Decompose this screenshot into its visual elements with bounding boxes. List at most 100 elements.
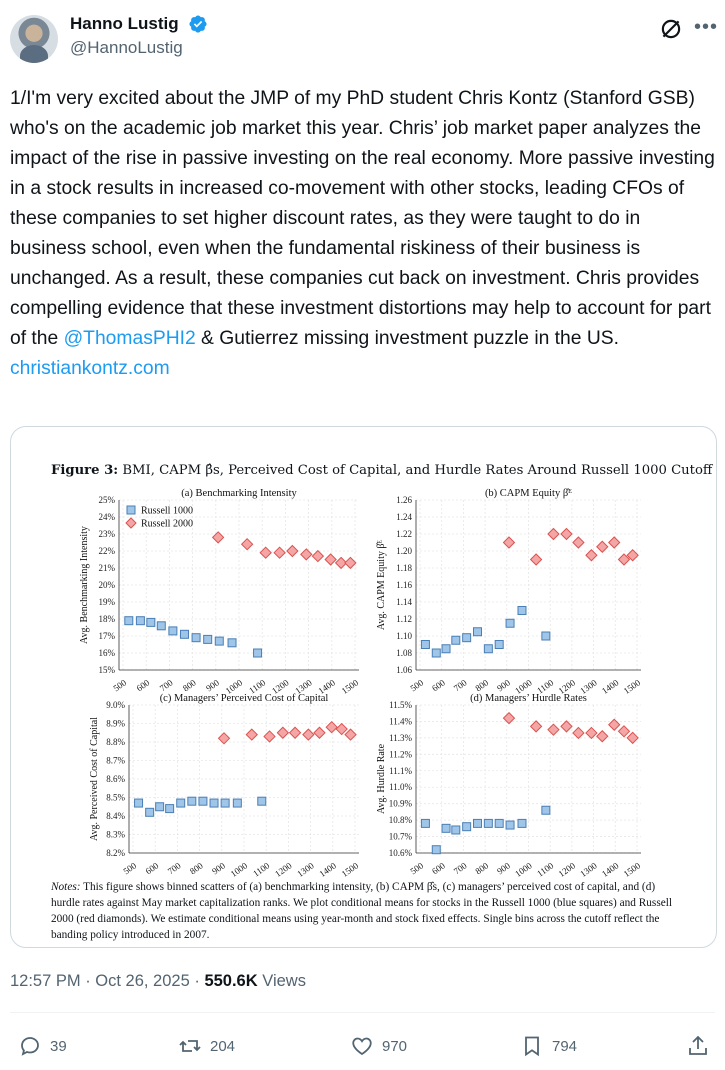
panel-4-point-russell-2000	[585, 726, 598, 740]
panel-1-ytick-label: 21%	[99, 563, 116, 573]
figure-title-text: BMI, CAPM β̂s, Perceived Cost of Capital…	[118, 463, 713, 478]
panel-4-point-russell-2000	[617, 725, 631, 738]
panel-2-ytick-label: 1.08	[396, 648, 412, 658]
panel-3-point-russell-2000	[276, 726, 290, 739]
panel-2-point-russell-2000	[572, 536, 585, 549]
panel-2-point-russell-2000	[502, 536, 516, 549]
panel-3-ytick-label: 8.9%	[106, 719, 125, 729]
panel-1-point-russell-1000	[146, 617, 156, 627]
panel-4-point-russell-2000	[608, 718, 621, 731]
panel-2-ytick-label: 1.20	[396, 546, 412, 556]
view-count: 550.6K	[204, 972, 258, 990]
panel-1-point-russell-2000	[259, 546, 272, 559]
share-icon	[689, 1035, 707, 1055]
panel-4-xtick-label: 1000	[513, 860, 534, 879]
tweet-text: 1/I'm very excited about the JMP of my P…	[10, 84, 715, 384]
panel-4-point-russell-1000	[451, 825, 461, 835]
panel-1-point-russell-1000	[135, 616, 145, 626]
panel-2-ytick-label: 1.22	[396, 529, 412, 539]
panel-4-point-russell-1000	[541, 805, 551, 815]
figure-title: Figure 3: BMI, CAPM β̂s, Perceived Cost …	[51, 463, 712, 478]
panel-3-xtick-label: 1100	[251, 860, 272, 879]
panel-2-xtick-label: 500	[408, 677, 425, 693]
panel-4-ytick-label: 11.0%	[389, 782, 412, 792]
panel-2-ytick-label: 1.06	[396, 665, 412, 675]
panel-1-point-russell-1000	[124, 616, 134, 626]
panel-4-point-russell-2000	[560, 720, 573, 733]
panel-4-xtick-label: 500	[408, 860, 425, 876]
panel-1-ytick-label: 23%	[99, 529, 116, 539]
reply-icon	[21, 1037, 39, 1056]
panel-3-xtick-label: 900	[210, 860, 227, 876]
panel-2-point-russell-2000	[560, 527, 573, 541]
panel-2-xtick-label: 800	[473, 677, 490, 693]
panel-2-point-russell-1000	[483, 644, 493, 654]
external-link[interactable]: christiankontz.com	[10, 358, 170, 379]
panel-1-xtick-label: 800	[181, 677, 198, 693]
panel-3-point-russell-2000	[302, 728, 315, 741]
tweet-paragraph: 1/I'm very excited about the JMP of my P…	[10, 88, 715, 349]
panel-4-xtick-label: 900	[495, 860, 512, 876]
panel-3-y-axis-label: Avg. Perceived Cost of Capital	[89, 717, 100, 841]
panel-1-point-russell-1000	[227, 638, 237, 648]
panel-3-point-russell-2000	[325, 720, 338, 734]
bookmark-icon	[525, 1036, 539, 1057]
image-card[interactable]: Figure 3: BMI, CAPM β̂s, Perceived Cost …	[10, 426, 717, 948]
panel-2-xtick-label: 900	[495, 677, 512, 693]
mention-link[interactable]: @ThomasPHI2	[63, 328, 196, 349]
panel-1-legend-marker-russell-2000	[125, 517, 137, 529]
panel-3-point-russell-2000	[263, 730, 276, 743]
panel-2-y-axis-label: Avg. CAPM Equity β̂ᴱ	[376, 540, 387, 631]
notes-label: Notes:	[51, 881, 81, 893]
reply-button[interactable]: 39	[18, 1030, 67, 1062]
panel-1-ytick-label: 18%	[99, 614, 116, 624]
action-bar: 39 204 970 794	[10, 1030, 715, 1062]
panel-4-y-axis-label: Avg. Hurdle Rate	[376, 743, 387, 814]
divider	[10, 1012, 715, 1013]
grok-icon[interactable]	[658, 16, 684, 42]
panel-2-point-russell-1000	[462, 633, 472, 643]
panel-1-legend-label-russell-2000: Russell 2000	[141, 519, 193, 530]
share-button[interactable]	[686, 1030, 710, 1062]
panel-2-ytick-label: 1.14	[396, 597, 412, 607]
timestamp[interactable]: 12:57 PM · Oct 26, 2025 ·	[10, 972, 205, 990]
avatar[interactable]	[10, 15, 58, 63]
panel-3-xtick-label: 1400	[317, 860, 338, 879]
panel-4-ytick-label: 11.4%	[389, 716, 412, 726]
panel-2-ytick-label: 1.26	[396, 495, 412, 505]
panel-2-point-russell-2000	[596, 540, 609, 553]
panel-3-ytick-label: 8.6%	[106, 774, 125, 784]
panel-4-point-russell-1000	[420, 818, 430, 828]
notes-text: This figure shows binned scatters of (a)…	[51, 881, 673, 941]
more-options-icon[interactable]: •••	[694, 16, 719, 38]
panel-3-ytick-label: 8.3%	[106, 830, 125, 840]
panel-4-point-russell-2000	[626, 731, 639, 745]
panel-4-ytick-label: 10.6%	[389, 848, 413, 858]
panel-1-point-russell-2000	[240, 537, 254, 551]
author-name[interactable]: Hanno Lustig	[70, 14, 179, 33]
panel-3-ytick-label: 8.8%	[106, 737, 125, 747]
panel-4-ytick-label: 11.1%	[389, 766, 412, 776]
panel-4-point-russell-1000	[517, 818, 527, 828]
author-handle[interactable]: @HannoLustig	[70, 38, 183, 57]
panel-3-point-russell-1000	[165, 804, 175, 814]
repost-icon	[179, 1040, 201, 1052]
panel-2-point-russell-1000	[541, 631, 551, 641]
panel-3-point-russell-2000	[335, 722, 348, 736]
panel-2-point-russell-2000	[617, 553, 631, 566]
panel-3-point-russell-2000	[245, 728, 258, 741]
heart-icon	[352, 1037, 372, 1056]
panel-2-point-russell-1000	[451, 635, 461, 645]
panel-1-ytick-label: 20%	[99, 580, 116, 590]
like-button[interactable]: 970	[350, 1030, 407, 1062]
bookmark-button[interactable]: 794	[520, 1030, 577, 1062]
repost-button[interactable]: 204	[178, 1030, 235, 1062]
panel-3-point-russell-1000	[220, 798, 230, 808]
panel-2-point-russell-1000	[431, 648, 441, 658]
panel-1-point-russell-1000	[203, 634, 213, 644]
panel-4-xtick-label: 1100	[535, 860, 556, 879]
views-label: Views	[257, 972, 306, 990]
panel-1-ytick-label: 24%	[99, 512, 116, 522]
panel-4-ytick-label: 10.9%	[389, 799, 413, 809]
panel-2-ytick-label: 1.10	[396, 631, 412, 641]
